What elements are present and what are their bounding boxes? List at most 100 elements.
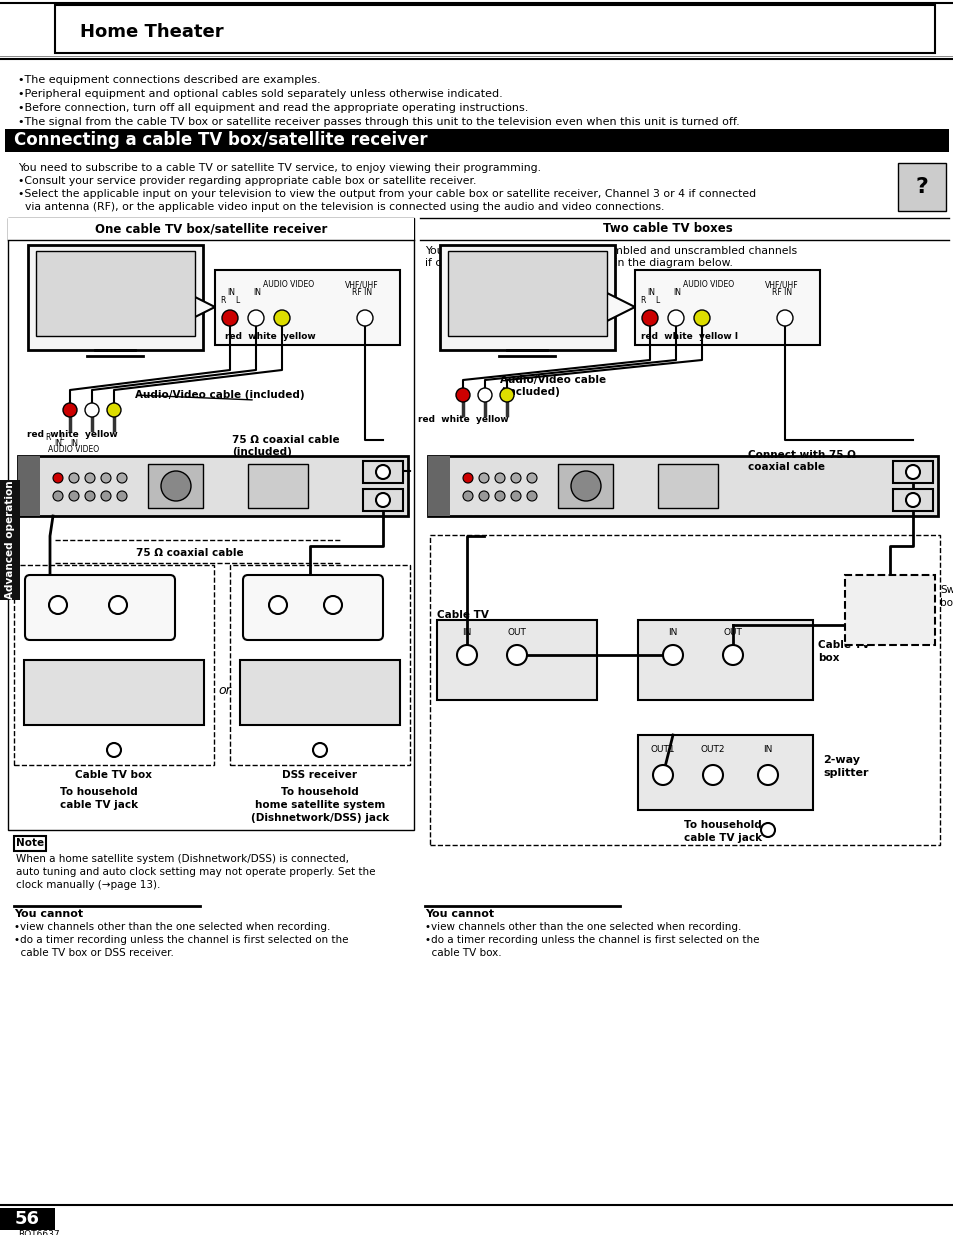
- Circle shape: [85, 492, 95, 501]
- FancyBboxPatch shape: [25, 576, 174, 640]
- Text: if connections are made as shown in the diagram below.: if connections are made as shown in the …: [424, 258, 732, 268]
- Bar: [148, 464, 203, 508]
- Text: Connecting a cable TV box/satellite receiver: Connecting a cable TV box/satellite rece…: [14, 131, 427, 149]
- Text: RF IN: RF IN: [352, 288, 372, 296]
- Text: AUDIO VIDEO: AUDIO VIDEO: [682, 280, 734, 289]
- Text: IN: IN: [227, 288, 234, 296]
- Text: You can record and view both scrambled and unscrambled channels: You can record and view both scrambled a…: [424, 246, 797, 256]
- Text: cable TV jack: cable TV jack: [60, 800, 138, 810]
- Text: OUT2: OUT2: [700, 745, 724, 755]
- Circle shape: [758, 764, 778, 785]
- Text: home satellite system: home satellite system: [254, 800, 385, 810]
- Circle shape: [375, 466, 390, 479]
- Bar: [18, 456, 408, 516]
- Circle shape: [760, 823, 774, 837]
- Text: R: R: [639, 296, 645, 305]
- Circle shape: [222, 310, 237, 326]
- Text: R: R: [220, 296, 226, 305]
- Text: •The equipment connections described are examples.: •The equipment connections described are…: [18, 75, 320, 85]
- Text: 2-way: 2-way: [822, 755, 859, 764]
- Circle shape: [53, 492, 63, 501]
- Text: Cable TV: Cable TV: [436, 610, 488, 620]
- Text: •Peripheral equipment and optional cables sold separately unless otherwise indic: •Peripheral equipment and optional cable…: [18, 89, 502, 99]
- Bar: [635, 270, 820, 345]
- Text: RF OUT: RF OUT: [42, 620, 73, 629]
- Bar: [428, 456, 937, 516]
- Bar: [14, 564, 213, 764]
- Text: VHF/UHF: VHF/UHF: [70, 629, 107, 637]
- Text: IN: IN: [253, 288, 261, 296]
- Circle shape: [477, 388, 492, 403]
- Text: To household: To household: [683, 820, 761, 830]
- Text: clock manually (→page 13).: clock manually (→page 13).: [16, 881, 160, 890]
- Bar: [844, 576, 934, 645]
- Bar: [638, 620, 812, 700]
- Circle shape: [641, 310, 658, 326]
- Circle shape: [456, 645, 476, 664]
- Text: OUT: OUT: [269, 620, 287, 629]
- Circle shape: [905, 466, 919, 479]
- Bar: [363, 489, 402, 511]
- Text: 56: 56: [14, 1210, 39, 1228]
- Text: IN: IN: [672, 288, 680, 296]
- Bar: [24, 659, 204, 725]
- Circle shape: [69, 492, 79, 501]
- Text: You cannot: You cannot: [424, 909, 494, 919]
- Text: cable TV box or DSS receiver.: cable TV box or DSS receiver.: [14, 948, 173, 958]
- Circle shape: [107, 403, 121, 417]
- Bar: [658, 464, 718, 508]
- Text: box: box: [939, 598, 953, 608]
- Circle shape: [478, 473, 489, 483]
- Circle shape: [905, 493, 919, 508]
- Text: splitter: splitter: [822, 768, 867, 778]
- Text: OUT: OUT: [507, 629, 526, 637]
- Circle shape: [117, 492, 127, 501]
- Bar: [0, 480, 20, 600]
- Circle shape: [462, 492, 473, 501]
- Text: cable TV jack: cable TV jack: [683, 832, 761, 844]
- Text: DSS receiver: DSS receiver: [282, 769, 357, 781]
- Circle shape: [511, 492, 520, 501]
- Circle shape: [662, 645, 682, 664]
- Text: When a home satellite system (Dishnetwork/DSS) is connected,: When a home satellite system (Dishnetwor…: [16, 853, 349, 864]
- Text: (included): (included): [232, 447, 292, 457]
- Circle shape: [571, 471, 600, 501]
- Text: OUT: OUT: [722, 629, 741, 637]
- Circle shape: [274, 310, 290, 326]
- Text: To household: To household: [281, 787, 358, 797]
- Circle shape: [456, 388, 470, 403]
- Circle shape: [313, 743, 327, 757]
- Bar: [5, 128, 948, 152]
- Text: VHF/UHF: VHF/UHF: [764, 280, 798, 289]
- Circle shape: [495, 473, 504, 483]
- Circle shape: [506, 645, 526, 664]
- Text: •Before connection, turn off all equipment and read the appropriate operating in: •Before connection, turn off all equipme…: [18, 103, 528, 112]
- Circle shape: [101, 473, 111, 483]
- Text: IN: IN: [70, 438, 78, 448]
- Bar: [436, 620, 597, 700]
- Bar: [36, 251, 194, 336]
- Text: •Select the applicable input on your television to view the output from your cab: •Select the applicable input on your tel…: [18, 189, 756, 199]
- Text: To household: To household: [60, 787, 138, 797]
- Bar: [214, 270, 399, 345]
- Text: VHF/UHF: VHF/UHF: [345, 280, 378, 289]
- Bar: [28, 245, 203, 350]
- Text: Switch: Switch: [939, 585, 953, 595]
- Text: red  white  yellow: red white yellow: [417, 415, 508, 424]
- Text: RF IN: RF IN: [771, 288, 791, 296]
- Text: red  white  yellow: red white yellow: [27, 430, 117, 438]
- Bar: [439, 245, 615, 350]
- Text: red  white  yellow l: red white yellow l: [640, 332, 738, 341]
- Circle shape: [511, 473, 520, 483]
- Bar: [430, 535, 939, 845]
- Bar: [240, 659, 399, 725]
- Bar: [8, 219, 414, 830]
- Text: Home Theater: Home Theater: [80, 23, 223, 41]
- Circle shape: [356, 310, 373, 326]
- Text: Advanced operation: Advanced operation: [5, 480, 15, 599]
- Text: RF IN: RF IN: [107, 620, 129, 629]
- Circle shape: [478, 492, 489, 501]
- Text: ►IN2: ►IN2: [849, 605, 871, 614]
- Text: You cannot: You cannot: [14, 909, 83, 919]
- Circle shape: [85, 473, 95, 483]
